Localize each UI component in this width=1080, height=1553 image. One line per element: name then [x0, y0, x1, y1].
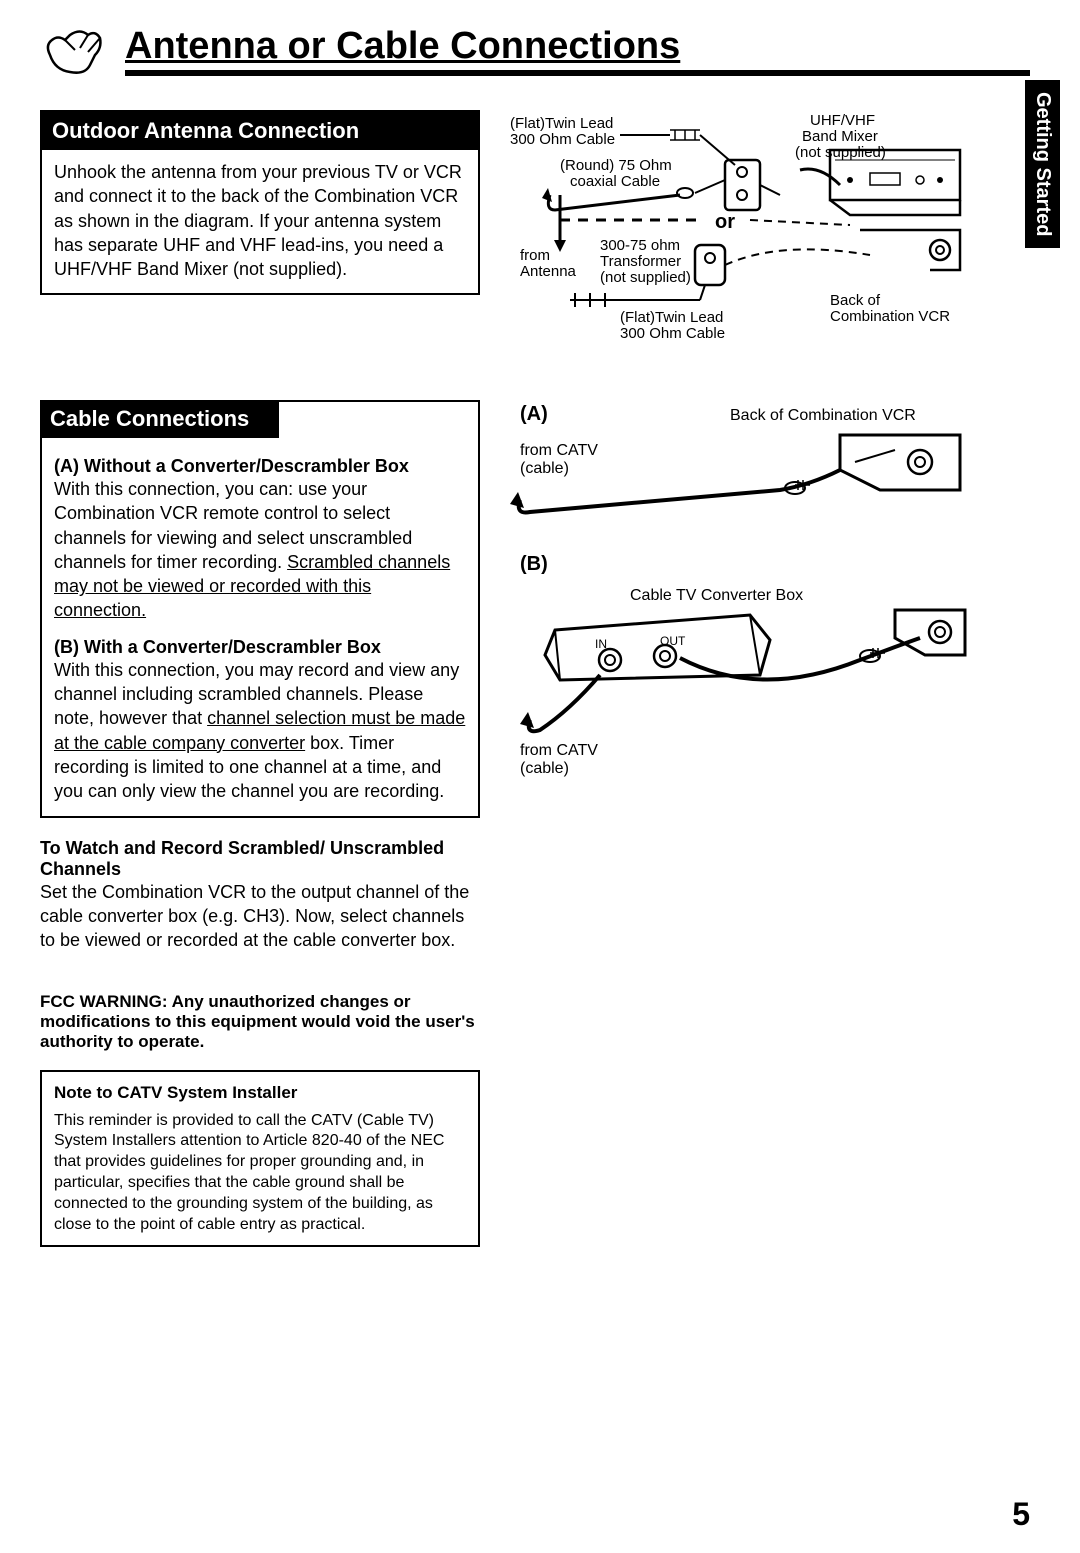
svg-text:or: or	[715, 211, 735, 233]
cable-a-body: With this connection, you can: use your …	[54, 477, 466, 623]
cable-header: Cable Connections	[40, 400, 279, 438]
outdoor-diagram: (Flat)Twin Lead 300 Ohm Cable (Round) 75…	[500, 110, 1030, 350]
svg-text:(cable): (cable)	[520, 460, 569, 477]
svg-text:(B): (B)	[520, 553, 548, 575]
svg-text:Back of Combination VCR: Back of Combination VCR	[730, 407, 916, 424]
cable-a-head: (A) Without a Converter/Descrambler Box	[54, 456, 466, 477]
hand-icon	[40, 20, 110, 80]
svg-text:from: from	[520, 247, 550, 264]
section-tab: Getting Started	[1025, 80, 1060, 248]
svg-text:UHF/VHF: UHF/VHF	[810, 112, 875, 129]
svg-text:(Flat)Twin Lead: (Flat)Twin Lead	[620, 309, 723, 326]
svg-text:Cable TV Converter Box: Cable TV Converter Box	[630, 587, 803, 604]
svg-text:Antenna: Antenna	[520, 263, 577, 280]
scrambled-body: Set the Combination VCR to the output ch…	[40, 880, 480, 953]
svg-text:Back of: Back of	[830, 292, 881, 309]
catv-note-box: Note to CATV System Installer This remin…	[40, 1070, 480, 1247]
cable-diagram: (A) Back of Combination VCR from CATV (c…	[500, 400, 1030, 952]
page-title: Antenna or Cable Connections	[125, 25, 1030, 76]
svg-text:300-75 ohm: 300-75 ohm	[600, 237, 680, 254]
cable-b-head: (B) With a Converter/Descrambler Box	[54, 637, 466, 658]
catv-note-head: Note to CATV System Installer	[54, 1082, 466, 1104]
svg-text:(Round) 75 Ohm: (Round) 75 Ohm	[560, 157, 672, 174]
svg-text:(Flat)Twin Lead: (Flat)Twin Lead	[510, 115, 613, 132]
svg-text:300 Ohm Cable: 300 Ohm Cable	[620, 325, 725, 342]
svg-text:(A): (A)	[520, 403, 548, 425]
svg-text:(cable): (cable)	[520, 760, 569, 777]
cable-connections-box: Cable Connections (A) Without a Converte…	[40, 400, 480, 818]
outdoor-header: Outdoor Antenna Connection	[42, 112, 478, 150]
svg-text:from CATV: from CATV	[520, 442, 598, 459]
fcc-warning: FCC WARNING: Any unauthorized changes or…	[40, 992, 480, 1052]
page-number: 5	[1012, 1496, 1030, 1533]
svg-text:300 Ohm Cable: 300 Ohm Cable	[510, 131, 615, 148]
svg-text:coaxial Cable: coaxial Cable	[570, 173, 660, 190]
scrambled-head: To Watch and Record Scrambled/ Unscrambl…	[40, 838, 480, 880]
cable-b-body: With this connection, you may record and…	[54, 658, 466, 804]
outdoor-antenna-box: Outdoor Antenna Connection Unhook the an…	[40, 110, 480, 295]
svg-text:Band Mixer: Band Mixer	[802, 128, 878, 145]
svg-text:(not supplied): (not supplied)	[795, 144, 886, 161]
svg-text:Transformer: Transformer	[600, 253, 681, 270]
svg-text:Combination VCR: Combination VCR	[830, 308, 950, 325]
svg-text:(not supplied): (not supplied)	[600, 269, 691, 286]
outdoor-body: Unhook the antenna from your previous TV…	[54, 160, 466, 281]
svg-text:from CATV: from CATV	[520, 742, 598, 759]
catv-note-body: This reminder is provided to call the CA…	[54, 1111, 466, 1236]
